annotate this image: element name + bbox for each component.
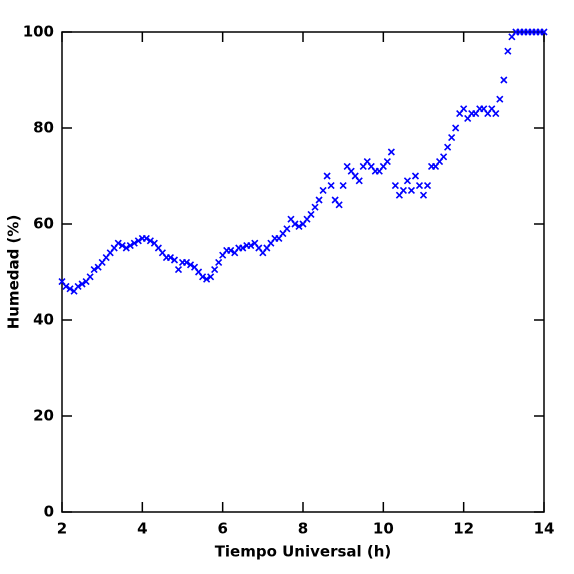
data-point (295, 222, 303, 230)
data-point (203, 275, 211, 283)
data-point (399, 186, 407, 194)
y-tick-label: 0 (44, 503, 54, 521)
data-point (118, 242, 126, 250)
data-point (211, 266, 219, 274)
y-tick-label: 100 (23, 23, 54, 41)
x-tick-label: 14 (534, 520, 555, 538)
data-point (415, 182, 424, 190)
data-point (419, 191, 428, 199)
data-point (383, 158, 391, 166)
y-axis-label: Humedad (%) (5, 215, 23, 330)
data-point (146, 237, 154, 245)
data-point (323, 172, 331, 180)
data-point (496, 95, 504, 103)
data-point (130, 239, 138, 247)
data-point (170, 256, 179, 264)
x-tick-label: 8 (298, 520, 308, 538)
data-point (74, 282, 82, 290)
data-point (339, 182, 347, 190)
data-point (291, 220, 299, 228)
data-point (407, 186, 416, 194)
data-point (403, 177, 411, 185)
data-point (411, 172, 420, 180)
data-point (452, 124, 460, 132)
x-tick-label: 4 (137, 520, 147, 538)
data-point (355, 177, 363, 185)
data-point (134, 237, 142, 245)
data-point (78, 280, 86, 288)
data-point (327, 182, 335, 190)
data-point (174, 266, 183, 274)
data-point (114, 239, 122, 247)
data-point (423, 182, 432, 190)
data-point (166, 254, 175, 262)
y-tick-label: 40 (33, 311, 54, 329)
data-point (227, 246, 235, 254)
data-point (440, 153, 448, 161)
data-point (122, 244, 130, 252)
data-point (199, 273, 207, 281)
data-point (307, 210, 315, 218)
data-point (66, 285, 74, 293)
data-point (90, 266, 98, 274)
data-point (540, 28, 548, 36)
data-point (335, 201, 343, 209)
x-tick-label: 10 (373, 520, 394, 538)
x-axis-label: Tiempo Universal (h) (215, 543, 392, 561)
data-point (460, 105, 468, 113)
x-tick-label: 2 (57, 520, 67, 538)
y-tick-label: 60 (33, 215, 54, 233)
data-point (186, 261, 195, 269)
data-point (504, 47, 512, 55)
data-point (247, 242, 255, 250)
x-tick-label: 12 (453, 520, 474, 538)
data-point (142, 234, 150, 242)
data-point (86, 273, 94, 281)
data-point (207, 273, 215, 281)
data-point (215, 258, 223, 266)
data-point (315, 196, 323, 204)
data-point (444, 143, 452, 151)
y-tick-label: 80 (33, 119, 54, 137)
data-point (62, 282, 70, 290)
data-point (311, 203, 319, 211)
data-point (126, 242, 134, 250)
x-tick-label: 6 (217, 520, 227, 538)
data-point (239, 244, 247, 252)
data-point (448, 134, 456, 142)
data-point (500, 76, 508, 84)
y-tick-label: 20 (33, 407, 54, 425)
data-point (391, 182, 399, 190)
data-point (492, 110, 500, 118)
data-point (387, 148, 395, 156)
data-point (283, 225, 291, 233)
plot-frame (61, 31, 545, 513)
data-point (182, 258, 191, 266)
data-point (319, 186, 327, 194)
